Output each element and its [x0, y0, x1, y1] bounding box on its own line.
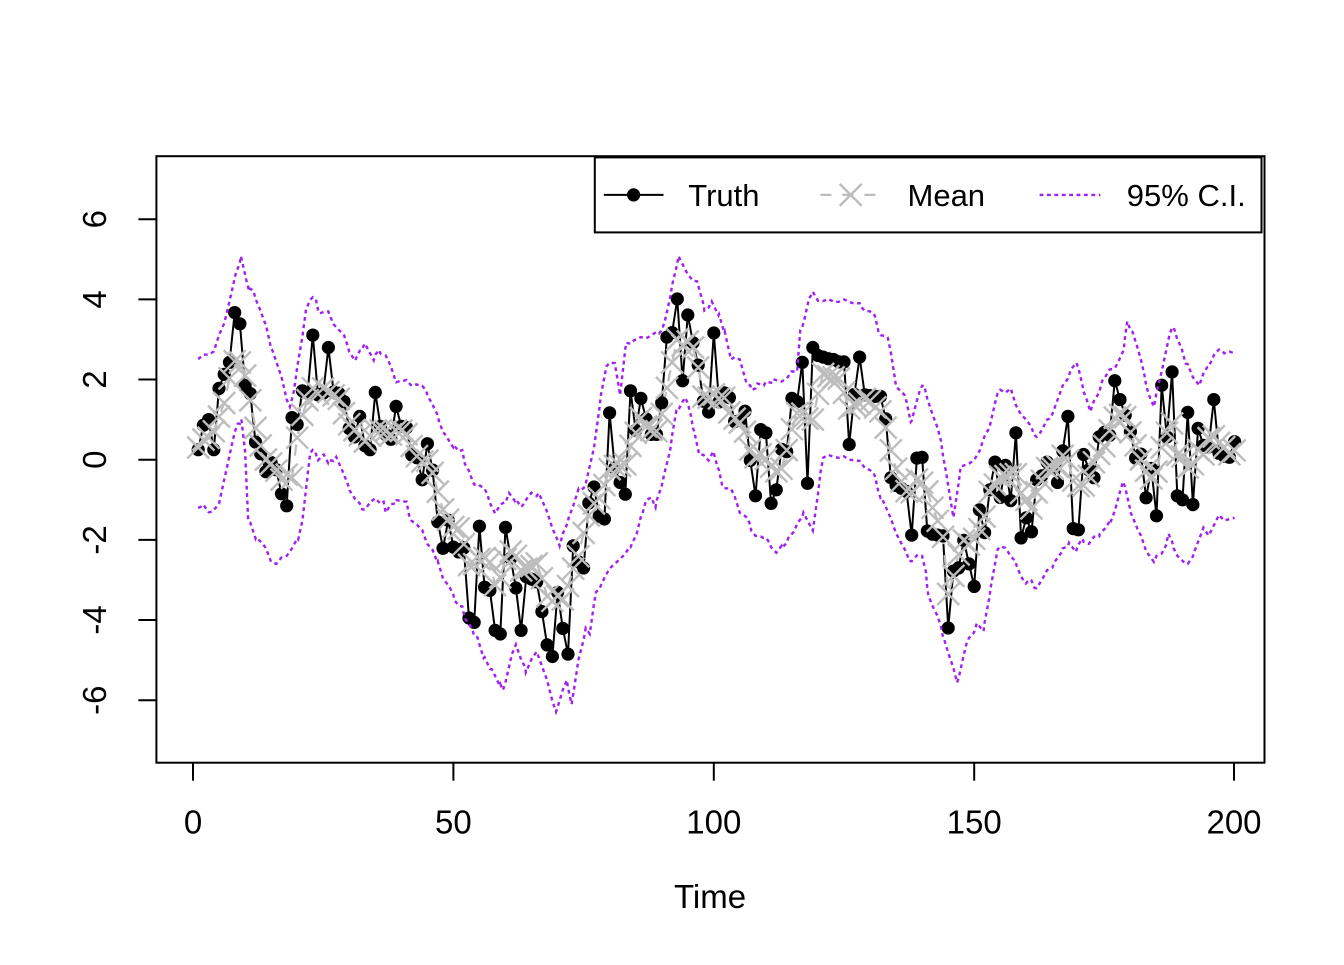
svg-text:6: 6 [76, 210, 113, 228]
svg-text:Mean: Mean [908, 178, 986, 213]
svg-text:-4: -4 [76, 605, 113, 634]
svg-text:95% C.I.: 95% C.I. [1127, 178, 1246, 213]
svg-text:Time: Time [674, 878, 746, 915]
svg-text:4: 4 [76, 290, 113, 308]
svg-text:200: 200 [1206, 804, 1261, 841]
svg-text:0: 0 [76, 451, 113, 469]
svg-text:150: 150 [947, 804, 1002, 841]
svg-text:100: 100 [686, 804, 741, 841]
svg-text:Truth: Truth [688, 178, 759, 213]
svg-text:0: 0 [184, 804, 202, 841]
svg-text:-2: -2 [76, 525, 113, 554]
svg-text:2: 2 [76, 370, 113, 388]
svg-text:-6: -6 [76, 686, 113, 715]
svg-text:50: 50 [435, 804, 472, 841]
